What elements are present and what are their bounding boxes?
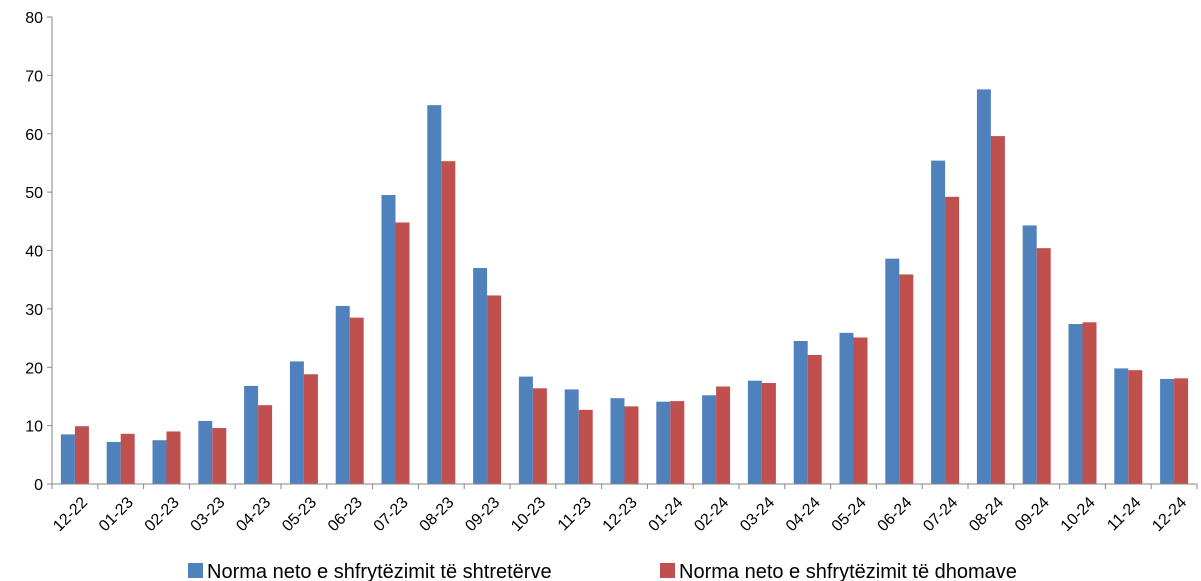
bar-series-2-02-24 [716,386,731,484]
bar-series-1-12-22 [60,434,75,484]
x-tick-label-05-23: 05-23 [279,494,320,535]
bar-series-2-04-24 [807,354,822,484]
bars-layer [60,89,1189,485]
bar-series-2-07-23 [395,222,410,485]
bar-series-2-12-23 [624,406,639,484]
legend-swatch-series-1 [188,563,203,578]
bar-series-2-03-24 [761,383,776,484]
x-tick-label-03-23: 03-23 [188,494,229,535]
x-tick-label-12-22: 12-22 [50,494,91,535]
bar-series-2-09-23 [487,295,502,484]
x-tick-label-09-24: 09-24 [1012,494,1053,535]
y-tick-label-10: 10 [25,419,43,436]
x-tick-label-02-24: 02-24 [691,494,732,535]
x-tick-label-10-24: 10-24 [1058,494,1099,535]
bar-series-2-09-24 [1036,248,1051,484]
y-tick-label-80: 80 [25,10,43,27]
bar-series-2-01-24 [670,401,685,484]
legend-label-series-2: Norma neto e shfrytëzimit të dhomave [679,561,1017,581]
y-tick-label-0: 0 [34,477,43,494]
bar-series-1-11-24 [1114,368,1129,484]
x-tick-label-01-24: 01-24 [646,494,687,535]
x-tick-label-06-23: 06-23 [325,494,366,535]
bar-series-2-05-24 [853,337,868,484]
bar-series-1-12-23 [610,398,625,484]
bar-series-1-02-23 [152,440,167,484]
bar-series-2-07-24 [945,196,960,485]
bar-series-2-04-23 [258,405,273,484]
x-tick-label-11-24: 11-24 [1104,494,1144,534]
x-tick-label-04-23: 04-23 [233,494,274,535]
y-tick-label-40: 40 [25,244,43,261]
x-tick-label-12-23: 12-23 [600,494,641,535]
legend-swatch-series-2 [660,563,675,578]
bar-series-1-09-23 [473,268,488,484]
bar-series-2-03-23 [212,427,227,484]
y-tick-label-50: 50 [25,185,43,202]
bar-series-2-10-24 [1082,322,1097,484]
x-tick-label-04-24: 04-24 [783,494,824,535]
bar-series-1-09-24 [1022,225,1037,484]
x-tick-label-10-23: 10-23 [508,494,549,535]
bar-series-2-12-22 [74,426,89,484]
bar-series-1-10-24 [1068,324,1083,484]
x-tick-label-06-24: 06-24 [875,494,916,535]
x-tick-label-08-24: 08-24 [966,494,1007,535]
bar-series-1-03-24 [747,380,762,484]
bar-series-2-02-23 [166,431,181,484]
bar-series-1-07-24 [931,160,946,484]
x-tick-label-01-23: 01-23 [96,494,137,535]
bar-series-1-08-24 [976,89,991,484]
x-tick-label-03-24: 03-24 [737,494,778,535]
bar-series-1-12-24 [1160,378,1175,484]
bar-series-1-11-23 [564,389,579,484]
bar-series-1-01-24 [656,401,671,484]
bar-series-1-06-24 [885,258,900,484]
x-tick-label-05-24: 05-24 [829,494,870,535]
legend-label-series-1: Norma neto e shfrytëzimit të shtretërve [207,561,552,581]
bar-series-2-06-24 [899,274,914,484]
x-tick-label-08-23: 08-23 [417,494,458,535]
bar-series-2-11-24 [1128,370,1143,484]
bar-series-1-04-23 [244,385,259,484]
bar-series-2-12-24 [1174,378,1189,484]
bar-series-2-01-23 [120,433,135,484]
x-tick-label-02-23: 02-23 [142,494,183,535]
x-tick-label-09-23: 09-23 [462,494,503,535]
bar-series-2-08-24 [990,136,1005,484]
bar-series-1-06-23 [335,305,350,484]
bar-series-1-05-23 [289,361,304,484]
bar-series-1-01-23 [106,441,121,484]
x-tick-label-07-23: 07-23 [371,494,412,535]
x-tick-label-11-23: 11-23 [555,494,595,534]
bar-series-1-03-23 [198,420,213,484]
x-tick-label-07-24: 07-24 [920,494,961,535]
bar-series-2-05-23 [303,374,318,484]
bar-series-1-04-24 [793,340,808,484]
y-tick-label-30: 30 [25,302,43,319]
bar-series-2-10-23 [532,388,547,484]
y-tick-label-60: 60 [25,127,43,144]
bar-series-1-08-23 [427,105,442,485]
bar-series-1-05-24 [839,332,854,484]
bar-series-2-11-23 [578,409,593,484]
x-tick-label-12-24: 12-24 [1149,494,1190,535]
bar-series-1-10-23 [518,376,533,484]
bar-series-1-02-24 [702,395,717,484]
bar-series-2-08-23 [441,161,456,484]
bar-series-1-07-23 [381,195,396,485]
bar-series-2-06-23 [349,317,364,484]
y-tick-label-70: 70 [25,68,43,85]
y-tick-label-20: 20 [25,360,43,377]
legend: Norma neto e shfrytëzimit të shtretërve … [188,561,1017,581]
